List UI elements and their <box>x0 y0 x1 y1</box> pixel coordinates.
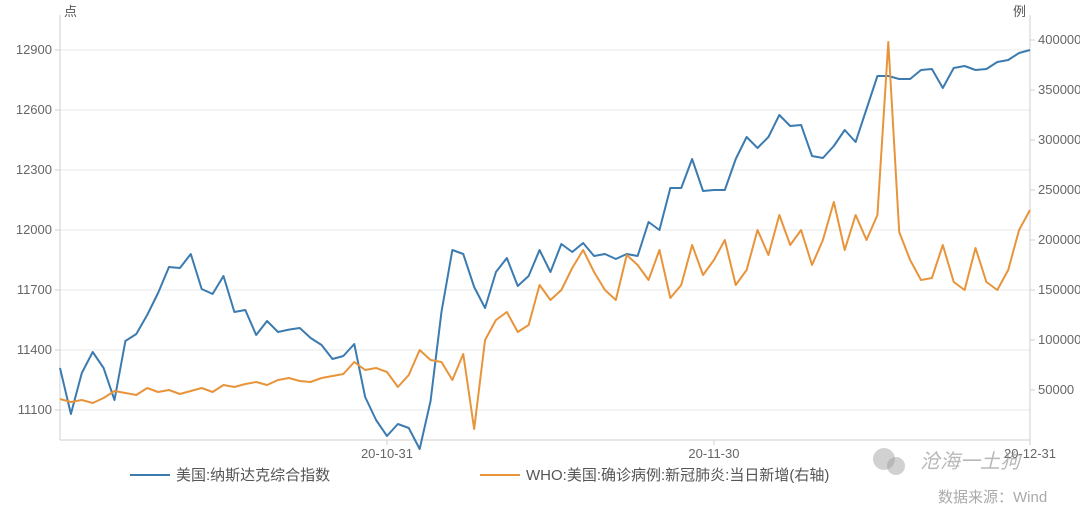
x-tick-label: 20-10-31 <box>361 446 413 461</box>
y-right-tick-label: 100000 <box>1038 332 1080 347</box>
y-left-tick-label: 12300 <box>16 162 52 177</box>
watermark-text: 沧海一土狗 <box>920 451 1023 473</box>
y-left-tick-label: 11400 <box>17 342 52 357</box>
data-source-label: 数据来源：Wind <box>938 489 1047 506</box>
chart-svg: 11100 11400 11700 12000 12300 12600 12900 50000… <box>0 0 1080 520</box>
y-right-tick-label: 250000 <box>1038 182 1080 197</box>
y-left-tick-label: 12600 <box>16 102 52 117</box>
y-left-tick-label: 12900 <box>16 42 52 57</box>
y-right-tick-label: 300000 <box>1038 132 1080 147</box>
dual-axis-line-chart: 11100 11400 11700 12000 12300 12600 12900 50000… <box>0 0 1080 520</box>
y-left-tick-label: 12000 <box>16 222 52 237</box>
legend-label: 美国:纳斯达克综合指数 <box>176 467 330 484</box>
y-left-tick-label: 11700 <box>17 282 52 297</box>
y-right-tick-label: 400000 <box>1038 32 1080 47</box>
y-right-unit: 例 <box>1013 4 1026 19</box>
x-tick-label: 20-11-30 <box>688 446 739 461</box>
y-right-tick-label: 150000 <box>1038 282 1080 297</box>
legend-label: WHO:美国:确诊病例:新冠肺炎:当日新增(右轴) <box>526 467 829 484</box>
y-right-tick-label: 50000 <box>1038 382 1074 397</box>
y-right-tick-label: 200000 <box>1038 232 1080 247</box>
y-left-tick-label: 11100 <box>18 402 52 417</box>
y-left-unit: 点 <box>64 4 77 19</box>
y-right-tick-label: 350000 <box>1038 82 1080 97</box>
